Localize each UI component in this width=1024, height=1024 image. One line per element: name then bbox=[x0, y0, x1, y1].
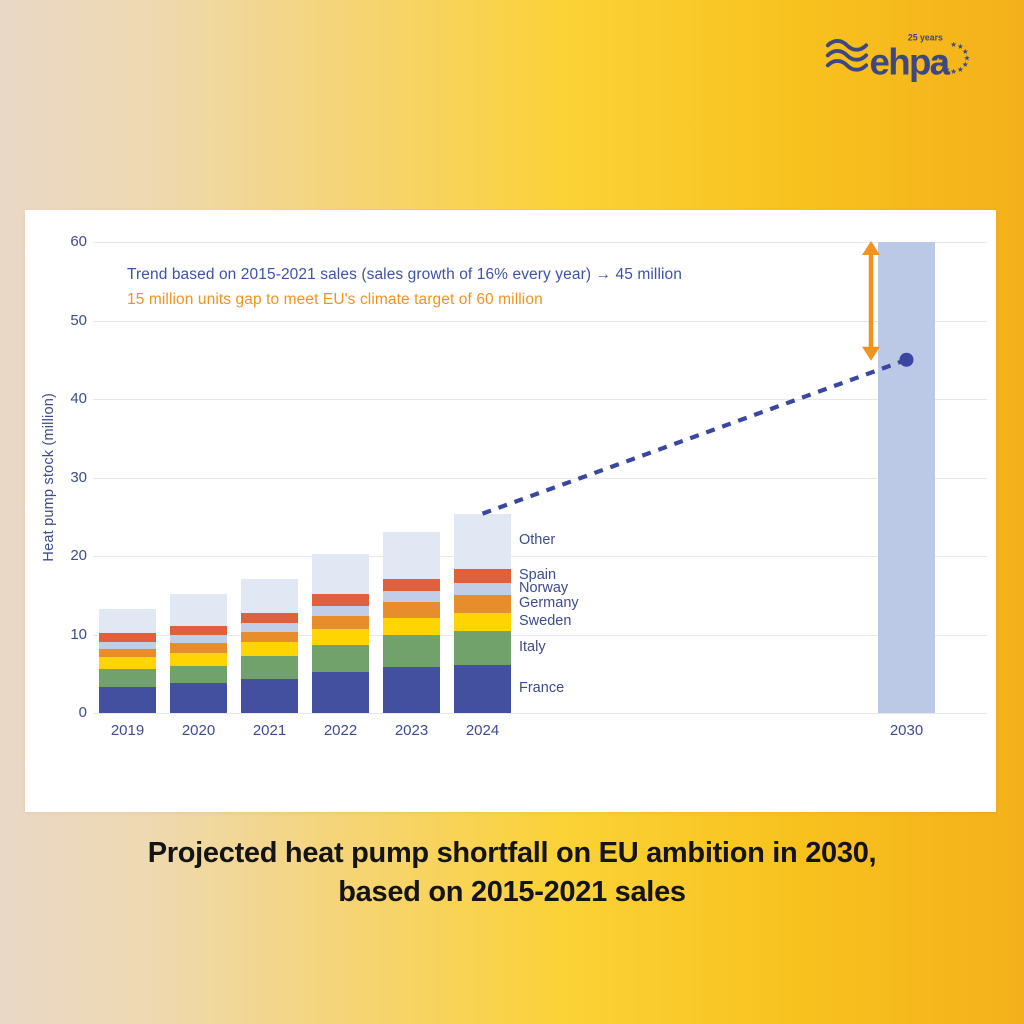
logo-star-icon: ★ bbox=[962, 47, 969, 56]
annotation-line-1: Trend based on 2015-2021 sales (sales gr… bbox=[127, 266, 682, 283]
bar-segment-germany-2019 bbox=[99, 648, 156, 658]
bar-segment-norway-2019 bbox=[99, 641, 156, 649]
chart-panel: Heat pump stock (million) 0 10 20 30 40 50 60 2… bbox=[25, 210, 996, 812]
bar-segment-germany-2023 bbox=[383, 602, 440, 618]
bar-segment-germany-2020 bbox=[170, 643, 227, 653]
x-tick-label: 2019 bbox=[110, 722, 145, 739]
bar-segment-other-2021 bbox=[241, 578, 298, 613]
target-bar-2030 bbox=[878, 242, 935, 713]
bar-segment-italy-2024 bbox=[454, 631, 511, 666]
bar-segment-spain-2023 bbox=[383, 578, 440, 592]
bar-segment-germany-2024 bbox=[454, 594, 511, 613]
bar-segment-france-2020 bbox=[170, 683, 227, 713]
y-gridline bbox=[93, 242, 987, 243]
x-tick-label: 2022 bbox=[323, 722, 358, 739]
y-tick-label: 20 bbox=[70, 547, 87, 564]
bar-segment-spain-2019 bbox=[99, 632, 156, 642]
legend-label-spain: Spain bbox=[519, 566, 557, 583]
bar-segment-france-2022 bbox=[312, 672, 369, 713]
bar-segment-france-2023 bbox=[383, 666, 440, 713]
bar-segment-other-2019 bbox=[99, 608, 156, 633]
bar-segment-sweden-2019 bbox=[99, 657, 156, 670]
y-tick-label: 50 bbox=[70, 311, 87, 329]
legend-label-sweden: Sweden bbox=[519, 612, 572, 629]
bar-segment-other-2023 bbox=[383, 531, 440, 579]
bar-segment-norway-2024 bbox=[454, 582, 511, 595]
legend-label-germany: Germany bbox=[519, 594, 579, 611]
y-gridline bbox=[93, 477, 987, 479]
y-tick-label: 40 bbox=[70, 390, 87, 407]
y-gridline bbox=[93, 320, 987, 322]
logo-star-icon: ★ bbox=[939, 60, 946, 69]
logo-star-icon: ★ bbox=[957, 65, 964, 74]
bar-segment-italy-2022 bbox=[312, 644, 369, 673]
bar-segment-norway-2020 bbox=[170, 635, 227, 644]
legend-label-italy: Italy bbox=[519, 639, 546, 656]
bar-segment-sweden-2023 bbox=[383, 618, 440, 636]
bar-segment-italy-2021 bbox=[241, 656, 298, 680]
waves-icon bbox=[825, 39, 869, 72]
y-gridline bbox=[93, 713, 987, 714]
logo-star-icon: ★ bbox=[937, 54, 944, 63]
y-gridline bbox=[93, 634, 987, 636]
y-gridline bbox=[93, 399, 987, 400]
bar-segment-france-2021 bbox=[241, 679, 298, 713]
y-tick-label: 60 bbox=[70, 233, 87, 250]
bar-segment-italy-2019 bbox=[99, 669, 156, 688]
logo-star-icon: ★ bbox=[964, 54, 971, 63]
ehpa-logo-graphic: ehpa 25 years ★ ★★★★★★★★★ bbox=[825, 32, 971, 83]
logo-badge-text: 25 years bbox=[908, 32, 943, 42]
bar-segment-norway-2023 bbox=[383, 591, 440, 603]
logo-star-icon: ★ bbox=[962, 60, 969, 69]
logo-star-icon: ★ bbox=[957, 42, 964, 51]
trend-dashed-line bbox=[481, 357, 908, 516]
x-tick-label: 2023 bbox=[394, 722, 429, 739]
bar-segment-other-2022 bbox=[312, 553, 369, 595]
bar-segment-spain-2024 bbox=[454, 568, 511, 583]
bar-segment-germany-2021 bbox=[241, 632, 298, 643]
bar-segment-other-2020 bbox=[170, 593, 227, 626]
bar-segment-sweden-2021 bbox=[241, 642, 298, 657]
bar-segment-spain-2020 bbox=[170, 625, 227, 636]
x-tick-label: 2021 bbox=[252, 722, 287, 739]
logo-star-icon: ★ bbox=[950, 67, 957, 76]
bar-segment-norway-2022 bbox=[312, 606, 369, 617]
y-gridline bbox=[93, 556, 987, 557]
bar-segment-spain-2021 bbox=[241, 612, 298, 623]
chart-caption: Projected heat pump shortfall on EU ambi… bbox=[0, 834, 1024, 912]
logo-star-circle-icon: ★ ★★★★★★★★★ bbox=[937, 40, 971, 76]
caption-line-2: based on 2015-2021 sales bbox=[338, 876, 686, 908]
bar-segment-spain-2022 bbox=[312, 594, 369, 607]
logo-star-icon: ★ bbox=[950, 40, 957, 49]
legend-label-france: France bbox=[519, 680, 565, 697]
x-tick-label: 2030 bbox=[889, 722, 924, 739]
chart-plot-area: 0 10 20 30 40 50 60 2030 2019 2020 2021 2022 2023 202… bbox=[25, 210, 996, 812]
legend-label-other: Other bbox=[519, 532, 556, 549]
y-tick-label: 0 bbox=[78, 704, 87, 721]
caption-line-1: Projected heat pump shortfall on EU ambi… bbox=[147, 837, 877, 869]
bar-segment-italy-2020 bbox=[170, 665, 227, 684]
bar-segment-norway-2021 bbox=[241, 622, 298, 633]
bar-segment-sweden-2024 bbox=[454, 612, 511, 632]
bar-segment-sweden-2020 bbox=[170, 652, 227, 666]
legend-label-norway: Norway bbox=[519, 579, 569, 596]
ehpa-logo: ehpa 25 years ★ ★ ★ ★ ★ ★ ★ ★ ★ ★ bbox=[822, 26, 972, 88]
bar-segment-sweden-2022 bbox=[312, 629, 369, 645]
y-tick-label: 30 bbox=[70, 468, 87, 486]
logo-brand-text: ehpa bbox=[870, 42, 951, 83]
x-tick-label: 2024 bbox=[465, 722, 500, 739]
bar-segment-france-2024 bbox=[454, 665, 511, 713]
logo-star-icon: ★ bbox=[944, 65, 951, 74]
bar-segment-germany-2022 bbox=[312, 616, 369, 629]
y-tick-label: 10 bbox=[70, 625, 87, 643]
bar-segment-other-2024 bbox=[454, 513, 511, 569]
bar-segment-italy-2023 bbox=[383, 635, 440, 667]
annotation-line-2: 15 million units gap to meet EU's climat… bbox=[127, 291, 543, 308]
x-tick-label: 2020 bbox=[181, 722, 216, 739]
bar-segment-france-2019 bbox=[99, 687, 156, 713]
